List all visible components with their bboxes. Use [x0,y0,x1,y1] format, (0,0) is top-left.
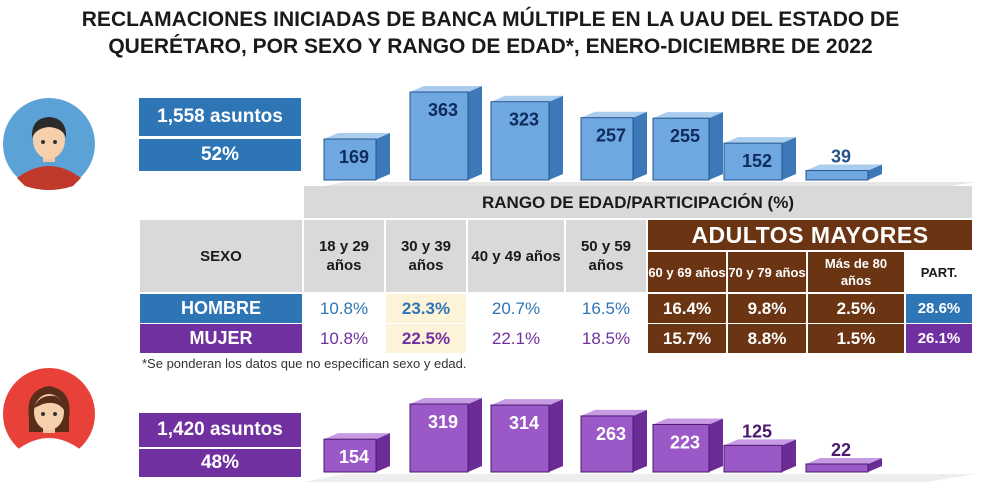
men-bar-1 [409,86,482,181]
men-bar-3 [580,111,647,181]
men-bar-label-4: 255 [670,126,700,146]
title-line-2: QUERÉTARO, POR SEXO Y RANGO DE EDAD*, EN… [108,35,873,58]
women-bar-0 [323,433,390,473]
men-bar-label-1: 363 [428,100,458,120]
chart-title: RECLAMACIONES INICIADAS DE BANCA MÚLTIPL… [0,6,981,60]
men-bar-label-2: 323 [509,110,539,130]
senior-header-60-69: 60 y 69 años [648,252,726,292]
men-bar-label-6: 39 [831,147,851,167]
women-bar-5 [723,439,796,473]
sexo-header: SEXO [140,220,302,292]
part-header: PART. [906,252,972,292]
men-bar-0 [323,133,390,181]
women-bar-3 [580,409,647,473]
women-bar-label-5: 125 [742,421,772,441]
adultos-mayores-header: ADULTOS MAYORES [648,220,972,250]
women-asuntos-box: 1,420 asuntos [139,413,301,447]
women-chart-floor [304,474,976,482]
men-bar-4 [652,112,723,181]
men-asuntos-box: 1,558 asuntos [139,98,301,136]
women-bar-label-0: 154 [339,447,369,467]
senior-header-70-79: 70 y 79 años [728,252,806,292]
women-bar-label-6: 22 [831,440,851,460]
hombre-18-29: 10.8% [319,298,369,318]
mujer-40-49: 22.1% [491,328,541,348]
women-bar-label-1: 319 [428,412,458,432]
women-bar-label-3: 263 [596,424,626,444]
hombre-30-39: 23.3% [386,294,466,323]
men-bar-label-5: 152 [742,151,772,171]
mujer-30-39: 22.5% [386,324,466,353]
hombre-label: HOMBRE [140,294,302,323]
mujer-part: 26.1% [906,324,972,353]
footnote: *Se ponderan los datos que no especifica… [142,356,467,371]
women-bar-6 [805,458,882,473]
senior-header-80-plus: Más de 80 años [808,252,904,292]
hombre-80-plus: 2.5% [808,294,904,323]
hombre-70-79: 9.8% [728,294,806,323]
hombre-60-69: 16.4% [648,294,726,323]
mujer-60-69: 15.7% [648,324,726,353]
women-bar-4 [652,418,723,473]
men-bar-6 [805,164,882,181]
men-bar-2 [490,95,563,181]
male-avatar-icon [3,98,95,190]
men-percent-box: 52% [139,139,301,171]
women-bar-label-4: 223 [670,432,700,452]
age-header-40-49: 40 y 49 años [468,220,564,292]
mujer-label: MUJER [140,324,302,353]
title-line-1: RECLAMACIONES INICIADAS DE BANCA MÚLTIPL… [81,8,900,31]
age-header-50-59: 50 y 59 años [566,220,646,292]
women-bar-1 [409,398,482,473]
mujer-70-79: 8.8% [728,324,806,353]
hombre-part: 28.6% [906,294,972,323]
hombre-50-59: 16.5% [581,298,631,318]
female-avatar-icon [3,368,95,460]
mujer-18-29: 10.8% [319,328,369,348]
men-bar-label-3: 257 [596,126,626,146]
hombre-40-49: 20.7% [491,298,541,318]
men-bar-5 [723,137,796,181]
women-percent-box: 48% [139,449,301,477]
mujer-50-59: 18.5% [581,328,631,348]
age-header-18-29: 18 y 29 años [304,220,384,292]
women-bar-label-2: 314 [509,413,539,433]
mujer-80-plus: 1.5% [808,324,904,353]
range-header: RANGO DE EDAD/PARTICIPACIÓN (%) [304,186,972,218]
age-header-30-39: 30 y 39 años [386,220,466,292]
men-bar-label-0: 169 [339,147,369,167]
women-bar-2 [490,399,563,473]
